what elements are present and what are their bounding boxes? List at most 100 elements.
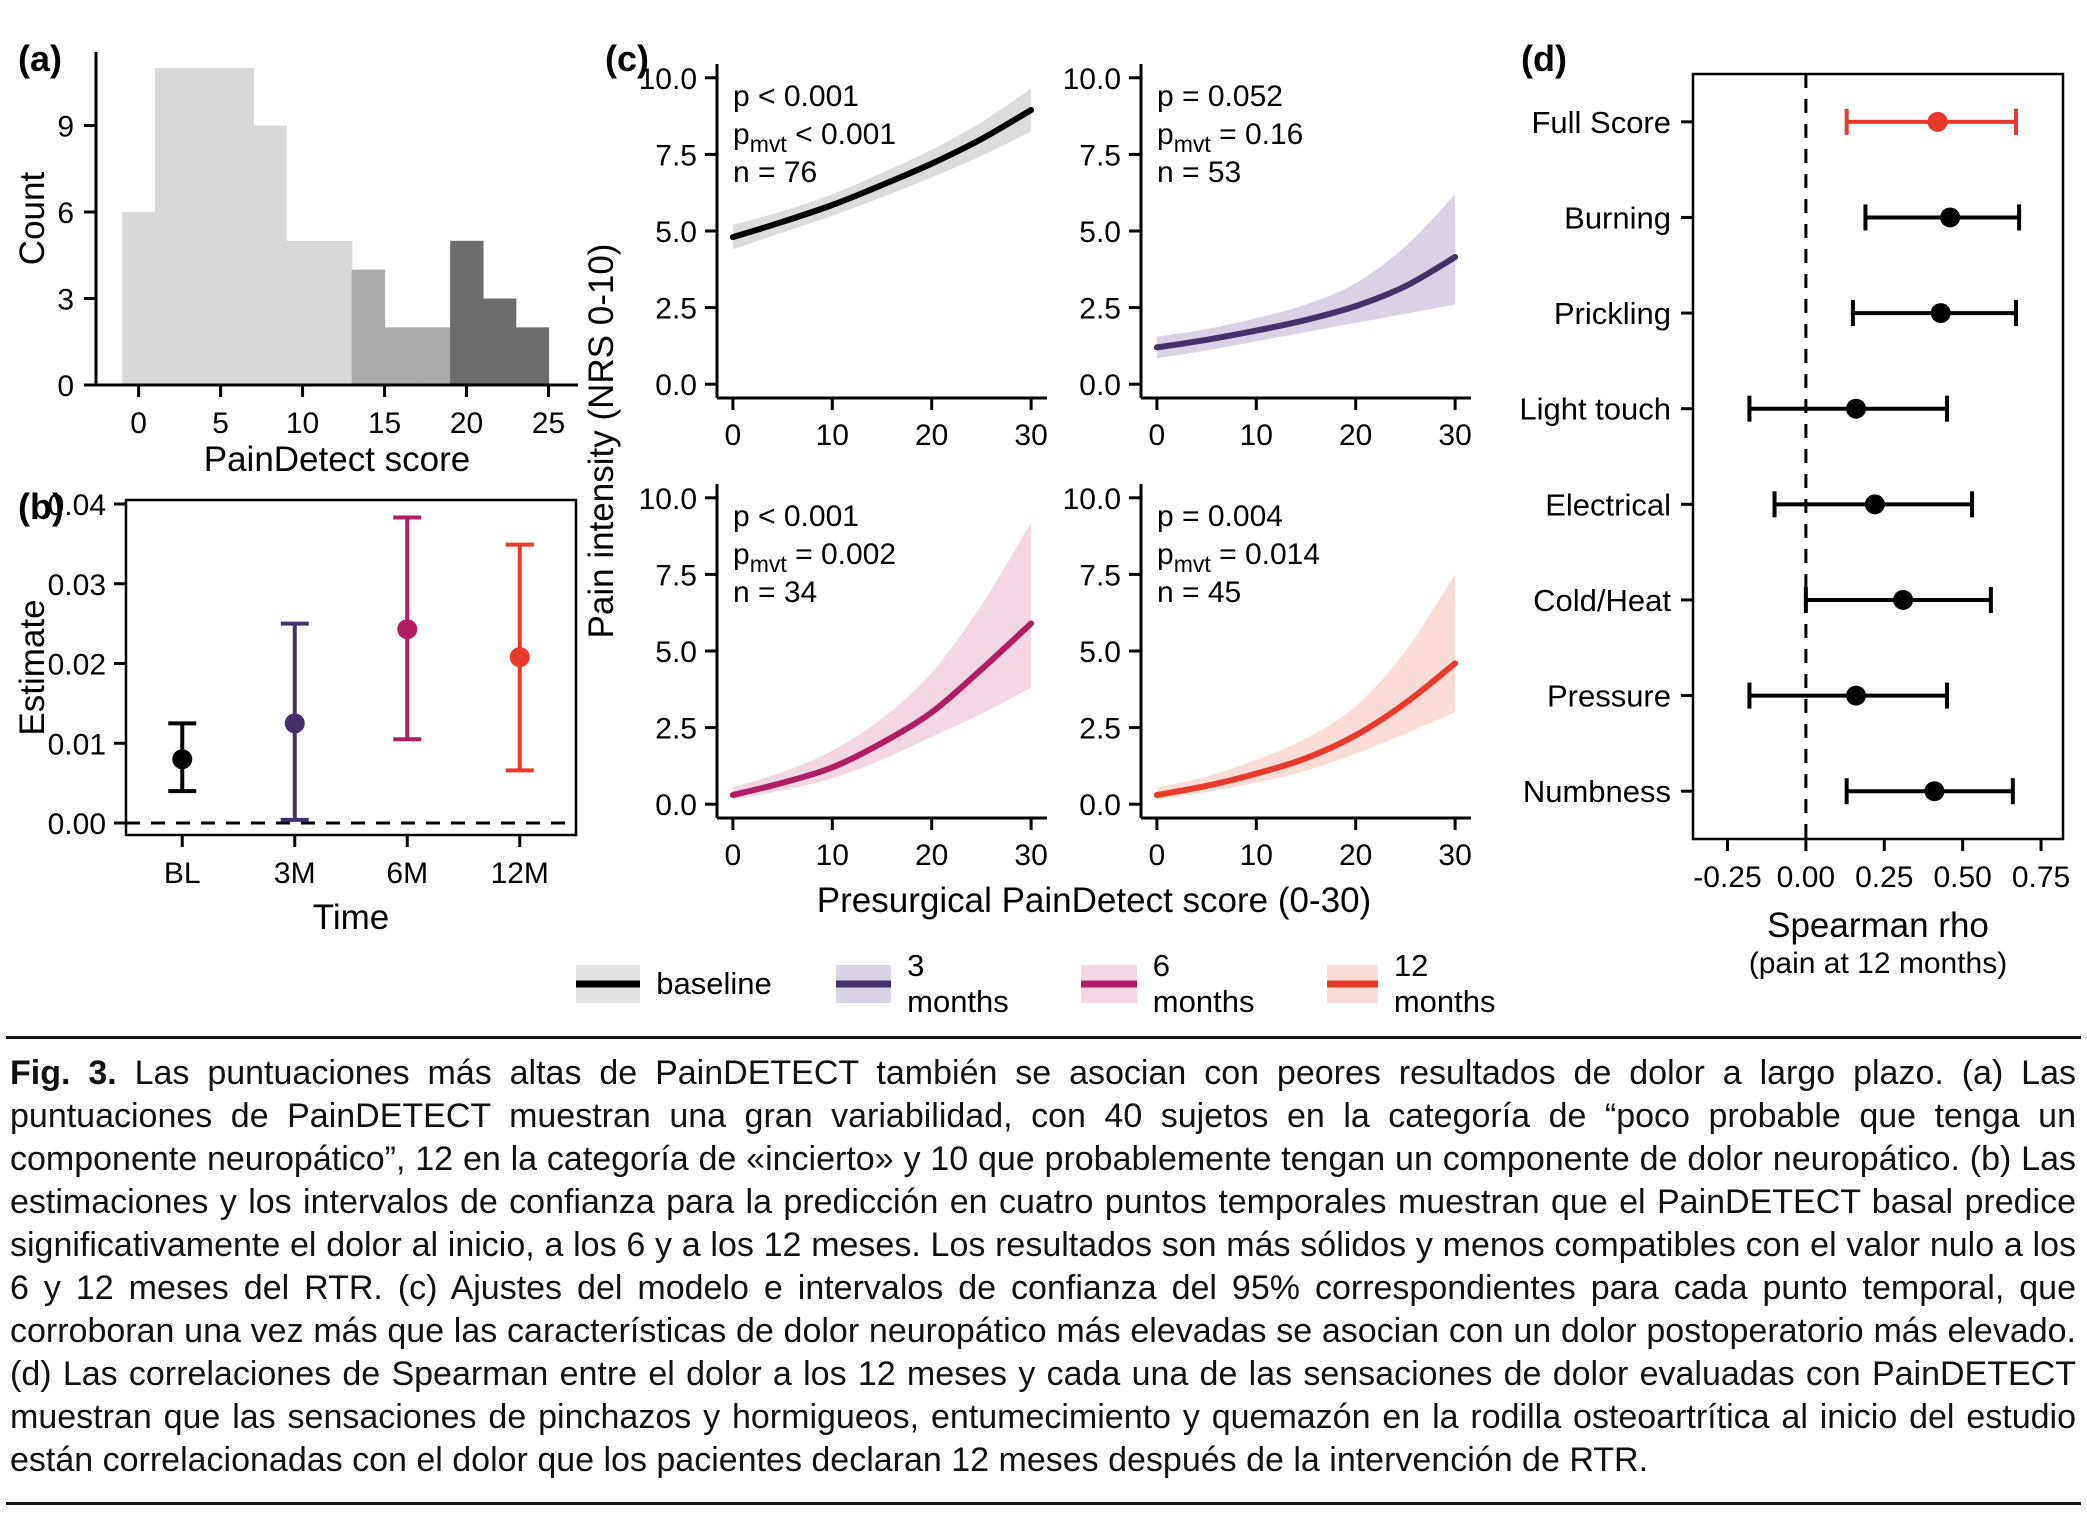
svg-text:p = 0.052: p = 0.052 xyxy=(1157,80,1283,113)
histogram-axes: 0 5 10 15 20 25 0 3 6 9 PainDetect score Count xyxy=(13,52,578,479)
svg-text:Presurgical PainDetect score (: Presurgical PainDetect score (0-30) xyxy=(817,881,1371,920)
svg-text:Light touch: Light touch xyxy=(1519,392,1671,427)
svg-text:10: 10 xyxy=(1240,839,1273,872)
svg-text:0: 0 xyxy=(57,370,74,403)
svg-text:7.5: 7.5 xyxy=(1079,139,1121,172)
pointrange-axes: 0.00 0.01 0.02 0.03 0.04 BL 3M 6M 12M Time Estimat… xyxy=(13,489,549,937)
svg-text:2.5: 2.5 xyxy=(655,293,697,326)
svg-text:3: 3 xyxy=(57,284,74,317)
svg-text:pmvt = 0.002: pmvt = 0.002 xyxy=(733,538,896,577)
legend-swatch xyxy=(1081,965,1137,1003)
paindetect-histogram-chart: 0 5 10 15 20 25 0 3 6 9 PainDetect score Count xyxy=(13,52,578,479)
svg-text:5.0: 5.0 xyxy=(1079,216,1121,249)
svg-text:Pressure: Pressure xyxy=(1547,679,1671,714)
svg-text:pmvt = 0.16: pmvt = 0.16 xyxy=(1157,118,1303,157)
svg-text:Full Score: Full Score xyxy=(1531,105,1671,140)
forest-axis: -0.25 0.00 0.25 0.50 0.75 Spearman rho(pain a… xyxy=(1693,839,2070,980)
svg-text:2.5: 2.5 xyxy=(1079,293,1121,326)
svg-text:20: 20 xyxy=(1339,839,1372,872)
legend-item-6-months: 6 months xyxy=(1081,948,1263,1020)
svg-text:10: 10 xyxy=(1240,419,1273,452)
subplot-baseline: 0 10 20 30 0.0 2.5 5.0 7.5 10.0 p < 0.001 pmvt < 0… xyxy=(639,63,1048,452)
svg-text:0.00: 0.00 xyxy=(1777,861,1835,894)
svg-text:0.00: 0.00 xyxy=(48,808,106,841)
svg-text:10.0: 10.0 xyxy=(1063,63,1121,96)
svg-text:Time: Time xyxy=(313,898,389,937)
svg-text:0.50: 0.50 xyxy=(1933,861,1991,894)
legend-line-sample xyxy=(835,980,892,988)
svg-text:10: 10 xyxy=(816,419,849,452)
legend-label: 3 months xyxy=(907,948,1009,1019)
panel-d-letter: (d) xyxy=(1521,38,1567,79)
estimate-pointrange-chart: 0.00 0.01 0.02 0.03 0.04 BL 3M 6M 12M Time Estimat… xyxy=(13,489,578,937)
svg-text:0: 0 xyxy=(1149,419,1166,452)
svg-text:20: 20 xyxy=(915,419,948,452)
svg-text:Cold/Heat: Cold/Heat xyxy=(1533,583,1671,618)
legend-line-sample xyxy=(1327,980,1378,988)
svg-text:20: 20 xyxy=(1339,419,1372,452)
caption-bottom-rule xyxy=(6,1502,2081,1505)
svg-text:10.0: 10.0 xyxy=(1063,483,1121,516)
svg-text:0.0: 0.0 xyxy=(1079,369,1121,402)
forest-rows: Full Score Burning Prickling Light touch Ele… xyxy=(1519,105,2022,809)
svg-text:0.25: 0.25 xyxy=(1855,861,1913,894)
svg-text:n = 45: n = 45 xyxy=(1157,576,1241,609)
legend-item-3-months: 3 months xyxy=(835,948,1018,1020)
svg-text:0.0: 0.0 xyxy=(655,369,697,402)
svg-text:PainDetect score: PainDetect score xyxy=(204,440,471,479)
svg-text:n = 53: n = 53 xyxy=(1157,156,1241,189)
svg-text:p = 0.004: p = 0.004 xyxy=(1157,500,1283,533)
legend: baseline 3 months 6 months 12 months xyxy=(576,948,1500,1020)
subplot-3-months: 0 10 20 30 0.0 2.5 5.0 7.5 10.0 p = 0.052 pmvt = 0… xyxy=(1063,63,1472,452)
legend-swatch xyxy=(1327,965,1378,1003)
legend-line-sample xyxy=(576,980,641,988)
svg-text:20: 20 xyxy=(450,407,483,440)
svg-text:Spearman rho: Spearman rho xyxy=(1767,906,1989,945)
caption-body: Las puntuaciones más altas de PainDETECT… xyxy=(10,1054,2077,1479)
svg-text:2.5: 2.5 xyxy=(1079,713,1121,746)
svg-text:10: 10 xyxy=(286,407,319,440)
svg-text:30: 30 xyxy=(1438,839,1471,872)
figure-caption: Fig. 3. Las puntuaciones más altas de Pa… xyxy=(10,1052,2076,1482)
svg-text:20: 20 xyxy=(915,839,948,872)
svg-text:30: 30 xyxy=(1014,419,1047,452)
svg-text:5.0: 5.0 xyxy=(655,216,697,249)
svg-text:30: 30 xyxy=(1438,419,1471,452)
svg-text:BL: BL xyxy=(164,857,201,890)
svg-text:pmvt = 0.014: pmvt = 0.014 xyxy=(1157,538,1320,577)
svg-text:2.5: 2.5 xyxy=(655,713,697,746)
legend-item-baseline: baseline xyxy=(576,965,772,1003)
svg-text:pmvt < 0.001: pmvt < 0.001 xyxy=(733,118,896,157)
svg-text:5.0: 5.0 xyxy=(1079,636,1121,669)
legend-swatch xyxy=(835,965,892,1003)
panel-a-histogram: 0 5 10 15 20 25 0 3 6 9 PainDetect score Count (a) xyxy=(12,38,592,483)
svg-text:-0.25: -0.25 xyxy=(1693,861,1761,894)
spearman-forest-chart: Full Score Burning Prickling Light touch Ele… xyxy=(1519,72,2070,980)
svg-text:7.5: 7.5 xyxy=(655,139,697,172)
pain-intensity-line-charts: 0 10 20 30 0.0 2.5 5.0 7.5 10.0 p < 0.001 pmvt < 0… xyxy=(585,63,1472,920)
subplot-6-months: 0 10 20 30 0.0 2.5 5.0 7.5 10.0 p < 0.001 pmvt = 0… xyxy=(639,483,1048,872)
legend-label: baseline xyxy=(656,966,772,1001)
svg-text:6M: 6M xyxy=(386,857,428,890)
svg-text:(pain at 12 months): (pain at 12 months) xyxy=(1749,947,2007,980)
legend-item-12-months: 12 months xyxy=(1327,948,1509,1020)
panel-b-letter: (b) xyxy=(18,486,64,527)
svg-text:0: 0 xyxy=(1149,839,1166,872)
svg-text:15: 15 xyxy=(368,407,401,440)
svg-text:25: 25 xyxy=(532,407,565,440)
panel-d-forest-plot: Full Score Burning Prickling Light touch Ele… xyxy=(1495,38,2085,983)
panel-a-letter: (a) xyxy=(18,38,62,79)
histogram-bars xyxy=(122,67,550,386)
svg-text:p < 0.001: p < 0.001 xyxy=(733,80,859,113)
caption-top-rule xyxy=(6,1036,2081,1039)
svg-text:0.04: 0.04 xyxy=(48,489,106,522)
svg-text:30: 30 xyxy=(1014,839,1047,872)
svg-text:Estimate: Estimate xyxy=(13,599,52,735)
caption-figure-number: Fig. 3. xyxy=(10,1054,117,1092)
subplot-12-months: 0 10 20 30 0.0 2.5 5.0 7.5 10.0 p = 0.004 pmvt = 0… xyxy=(1063,483,1472,872)
svg-text:Count: Count xyxy=(13,172,52,266)
svg-text:0: 0 xyxy=(130,407,147,440)
svg-text:n = 76: n = 76 xyxy=(733,156,817,189)
panel-c-letter: (c) xyxy=(605,38,649,79)
svg-text:0.01: 0.01 xyxy=(48,728,106,761)
